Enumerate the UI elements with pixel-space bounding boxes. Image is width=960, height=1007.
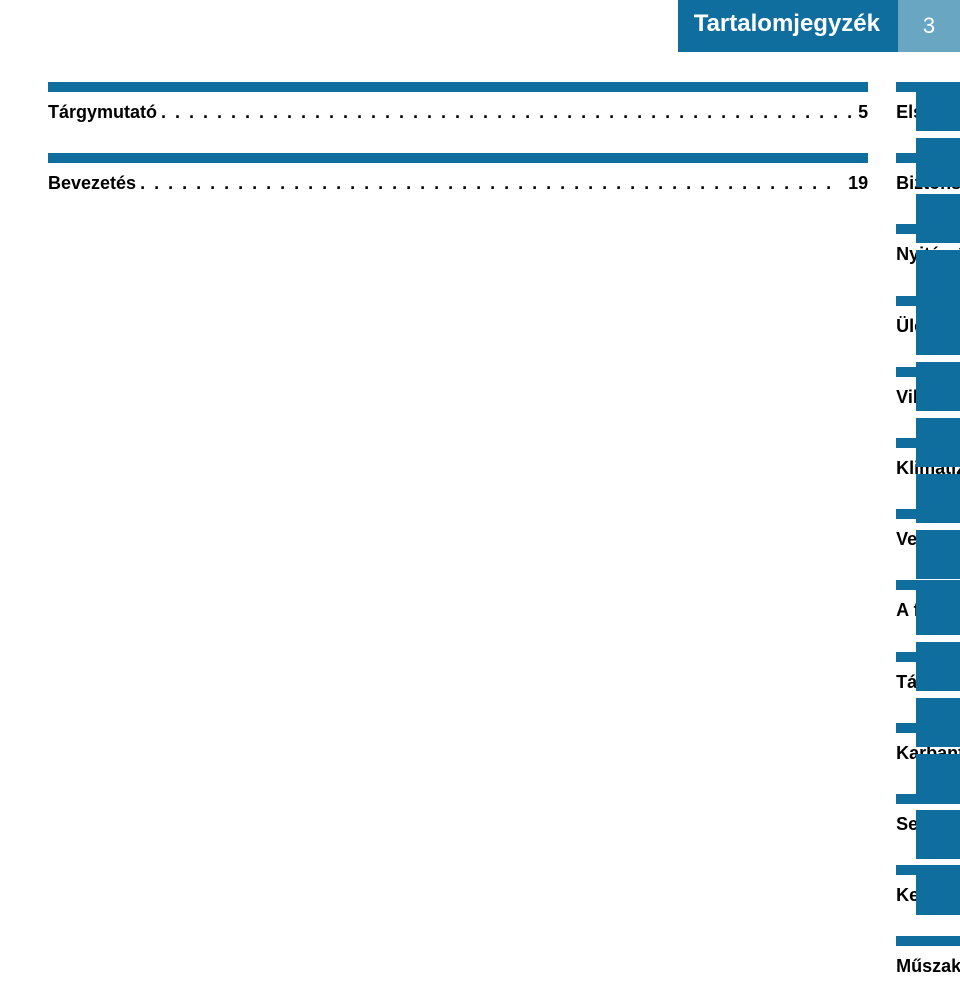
toc-entry-label: Bevezetés	[48, 171, 136, 196]
side-tab	[916, 306, 960, 355]
left-column: Tárgymutató 5 Bevezetés 19	[48, 82, 868, 1007]
section-bar	[896, 936, 960, 946]
side-tab	[916, 194, 960, 243]
toc-section: Tárgymutató 5	[48, 82, 868, 137]
toc-entry: Bevezetés 19	[48, 171, 868, 208]
side-tab	[916, 418, 960, 467]
side-tab	[916, 810, 960, 859]
side-tab	[916, 82, 960, 131]
toc-entry-dots	[157, 100, 858, 125]
side-tab	[916, 698, 960, 747]
toc-entry: Tárgymutató 5	[48, 100, 868, 137]
side-tab	[916, 754, 960, 803]
toc-content: Tárgymutató5Bevezetés19 Első ránézésre25…	[48, 82, 916, 1007]
toc-section: Műszaki adatok317	[896, 936, 960, 991]
side-tab	[916, 530, 960, 579]
side-tab	[916, 642, 960, 691]
side-tab	[916, 362, 960, 411]
header-title: Tartalomjegyzék	[678, 0, 898, 52]
header-page-number: 3	[898, 0, 960, 52]
side-tab	[916, 474, 960, 523]
side-tab	[916, 138, 960, 187]
toc-entry-dots	[136, 171, 848, 196]
page-header: Tartalomjegyzék 3	[678, 0, 960, 52]
toc-entry-label: Tárgymutató	[48, 100, 157, 125]
toc-section: Bevezetés 19	[48, 153, 868, 208]
side-tab	[916, 250, 960, 299]
section-bar	[48, 153, 868, 163]
toc-entry: Műszaki adatok317	[896, 954, 960, 991]
side-tab	[916, 866, 960, 915]
toc-entry-page: 5	[858, 100, 868, 125]
toc-entry-label: Műszaki adatok	[896, 954, 960, 979]
right-tabs	[916, 82, 960, 915]
side-tab	[916, 586, 960, 635]
section-bar	[48, 82, 868, 92]
toc-entry-page: 19	[848, 171, 868, 196]
